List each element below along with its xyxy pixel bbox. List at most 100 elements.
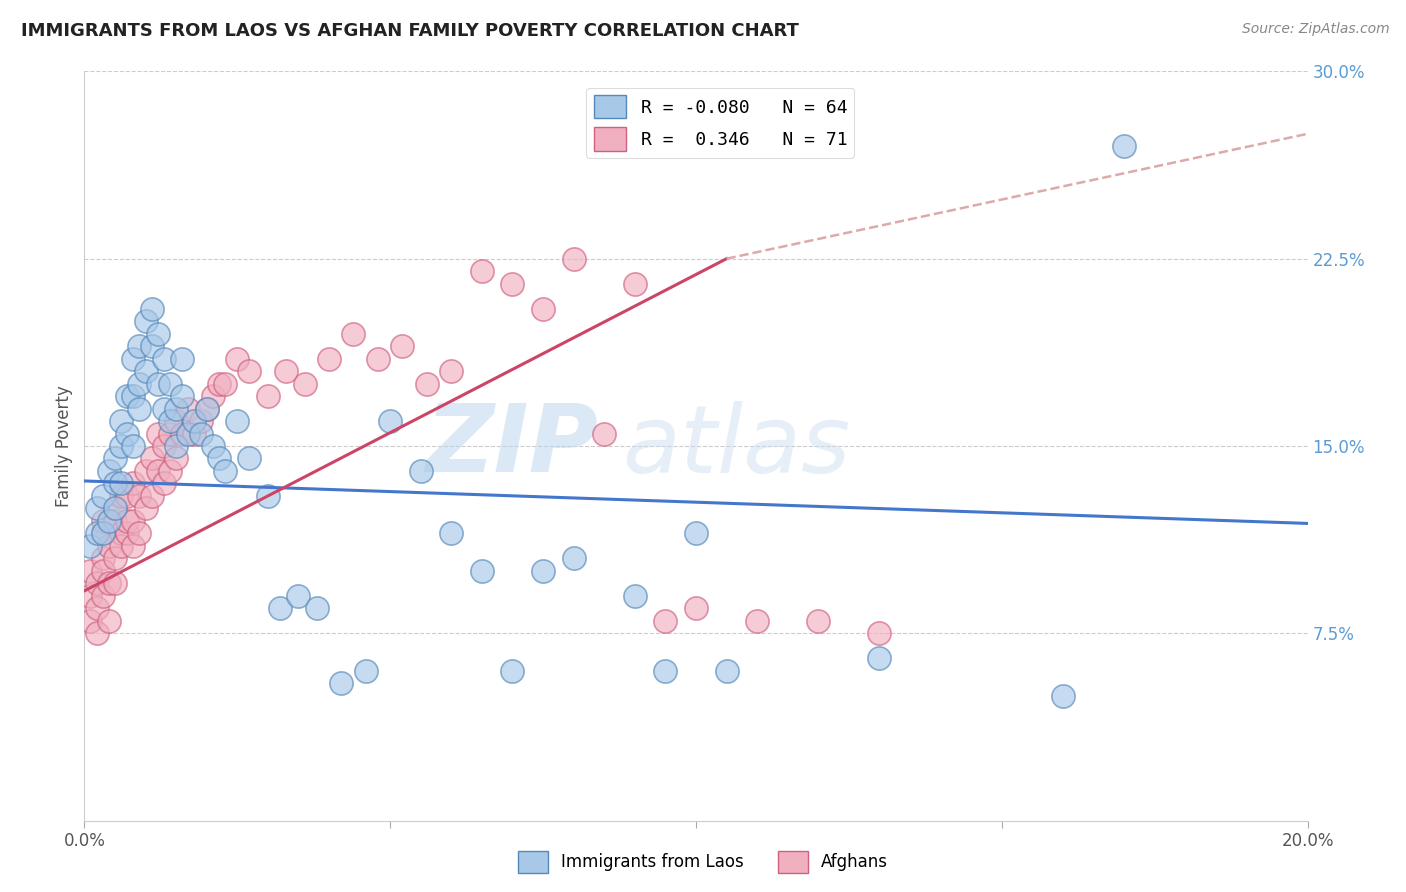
Point (104, 551, 127, 566)
Point (562, 551, 585, 566)
Point (115, 526, 138, 541)
Point (159, 376, 181, 391)
Point (104, 514, 127, 528)
Point (141, 451, 163, 466)
Point (122, 539, 145, 553)
Point (807, 614, 830, 628)
Point (141, 489, 163, 503)
Point (110, 439, 132, 453)
Point (97, 464, 120, 478)
Point (104, 451, 127, 466)
Point (330, 676, 353, 690)
Point (276, 364, 298, 378)
Point (146, 464, 169, 478)
Point (86, 601, 108, 615)
Point (110, 539, 132, 553)
Point (122, 389, 145, 403)
Point (86, 576, 108, 591)
Point (177, 401, 200, 416)
Point (562, 252, 585, 266)
Text: ZIP: ZIP (425, 400, 598, 492)
Point (122, 476, 145, 491)
Point (269, 601, 291, 615)
Point (440, 526, 463, 541)
Point (238, 364, 260, 378)
Point (110, 489, 132, 503)
Point (135, 501, 157, 516)
Point (342, 326, 364, 341)
Point (354, 664, 377, 678)
Point (153, 476, 176, 491)
Point (135, 314, 157, 328)
Point (165, 414, 187, 428)
Point (502, 664, 524, 678)
Point (165, 401, 187, 416)
Point (97, 514, 120, 528)
Point (91, 489, 114, 503)
Point (115, 489, 138, 503)
Point (471, 264, 494, 278)
Point (257, 389, 280, 403)
Point (190, 426, 212, 441)
Point (195, 401, 218, 416)
Point (115, 514, 138, 528)
Point (226, 351, 249, 366)
Point (86, 626, 108, 640)
Point (177, 426, 200, 441)
Point (416, 376, 439, 391)
Point (91, 526, 114, 541)
Point (409, 464, 432, 478)
Point (238, 451, 260, 466)
Point (91, 514, 114, 528)
Point (380, 414, 402, 428)
Point (502, 277, 524, 291)
Point (624, 589, 647, 603)
Point (91, 589, 114, 603)
Point (214, 376, 236, 391)
Point (654, 614, 676, 628)
Point (86, 526, 108, 541)
Point (747, 614, 769, 628)
Point (159, 464, 181, 478)
Point (104, 476, 127, 491)
Point (172, 389, 194, 403)
Point (91, 564, 114, 578)
Point (128, 489, 150, 503)
Legend: R = -0.080   N = 64, R =  0.346   N = 71: R = -0.080 N = 64, R = 0.346 N = 71 (586, 88, 855, 158)
Point (146, 376, 169, 391)
Point (110, 526, 132, 541)
Point (128, 339, 150, 353)
Point (685, 526, 707, 541)
Point (208, 451, 231, 466)
Point (318, 351, 340, 366)
Point (91, 526, 114, 541)
Point (531, 301, 554, 316)
Point (593, 426, 616, 441)
Point (86, 501, 108, 516)
Point (531, 564, 554, 578)
Point (367, 351, 389, 366)
Point (183, 414, 205, 428)
Point (257, 489, 280, 503)
Text: Source: ZipAtlas.com: Source: ZipAtlas.com (1241, 22, 1389, 37)
Point (141, 339, 163, 353)
Point (97, 614, 120, 628)
Point (1052, 689, 1074, 703)
Point (153, 401, 176, 416)
Point (201, 439, 224, 453)
Point (122, 439, 145, 453)
Text: IMMIGRANTS FROM LAOS VS AFGHAN FAMILY POVERTY CORRELATION CHART: IMMIGRANTS FROM LAOS VS AFGHAN FAMILY PO… (21, 22, 799, 40)
Point (195, 401, 218, 416)
Point (201, 389, 224, 403)
Point (471, 564, 494, 578)
Point (190, 414, 212, 428)
Point (110, 476, 132, 491)
Point (287, 589, 309, 603)
Point (79, 589, 101, 603)
Point (122, 514, 145, 528)
Point (294, 376, 316, 391)
Point (226, 414, 249, 428)
Point (97, 576, 120, 591)
Point (208, 376, 231, 391)
Point (135, 364, 157, 378)
